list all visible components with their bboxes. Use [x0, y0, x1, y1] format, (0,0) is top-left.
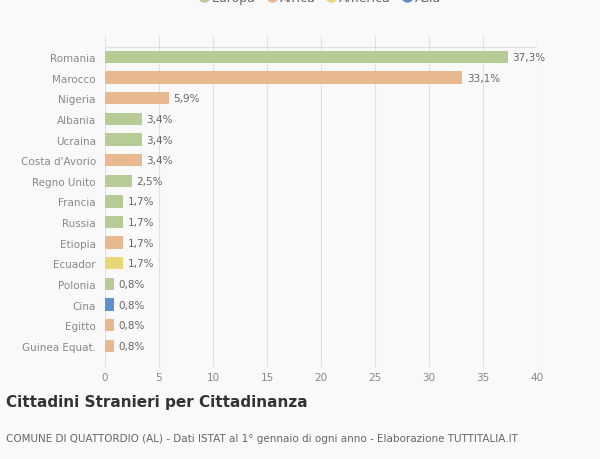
Bar: [105, 175, 132, 188]
Bar: [105, 278, 113, 291]
Bar: [105, 319, 113, 331]
Text: 3,4%: 3,4%: [146, 135, 173, 145]
Bar: [105, 52, 508, 64]
Text: 0,8%: 0,8%: [118, 300, 145, 310]
Bar: [105, 299, 113, 311]
Text: 37,3%: 37,3%: [512, 53, 545, 63]
Text: COMUNE DI QUATTORDIO (AL) - Dati ISTAT al 1° gennaio di ogni anno - Elaborazione: COMUNE DI QUATTORDIO (AL) - Dati ISTAT a…: [6, 433, 518, 442]
Text: 0,8%: 0,8%: [118, 320, 145, 330]
Text: Cittadini Stranieri per Cittadinanza: Cittadini Stranieri per Cittadinanza: [6, 394, 308, 409]
Text: 1,7%: 1,7%: [128, 218, 154, 228]
Text: 1,7%: 1,7%: [128, 259, 154, 269]
Bar: [105, 216, 124, 229]
Bar: [105, 340, 113, 352]
Text: 33,1%: 33,1%: [467, 73, 500, 84]
Text: 0,8%: 0,8%: [118, 341, 145, 351]
Text: 5,9%: 5,9%: [173, 94, 200, 104]
Bar: [105, 134, 142, 146]
Bar: [105, 196, 124, 208]
Bar: [105, 93, 169, 105]
Bar: [105, 257, 124, 270]
Text: 1,7%: 1,7%: [128, 238, 154, 248]
Text: 3,4%: 3,4%: [146, 115, 173, 125]
Text: 3,4%: 3,4%: [146, 156, 173, 166]
Bar: [105, 155, 142, 167]
Text: 0,8%: 0,8%: [118, 279, 145, 289]
Bar: [105, 237, 124, 249]
Legend: Europa, Africa, America, Asia: Europa, Africa, America, Asia: [201, 0, 441, 5]
Text: 1,7%: 1,7%: [128, 197, 154, 207]
Bar: [105, 113, 142, 126]
Bar: [105, 73, 463, 84]
Text: 2,5%: 2,5%: [136, 176, 163, 186]
